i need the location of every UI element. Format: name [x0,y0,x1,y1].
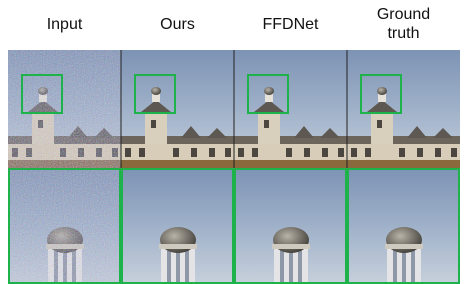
image-panel [234,168,347,284]
image-panel [121,168,234,284]
image-panel [8,50,121,168]
image-panel [8,168,121,284]
image-panel [8,168,121,284]
image-panel [234,50,347,168]
image-grid [0,0,464,284]
image-panel [8,50,121,168]
image-panel [121,50,234,168]
image-panel [347,168,460,284]
figure: Input Ours FFDNet Ground truth [0,0,464,284]
image-panel [347,50,460,168]
